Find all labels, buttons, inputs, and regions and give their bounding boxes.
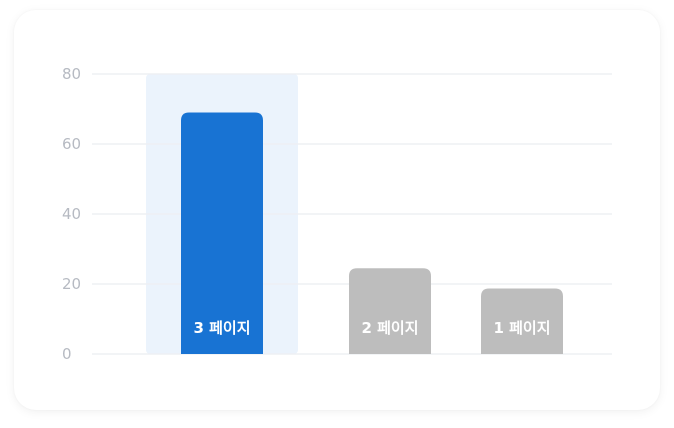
bar-3 xyxy=(481,288,563,354)
bar-label-1: 3 페이지 xyxy=(193,319,250,337)
y-tick-label-20: 20 xyxy=(62,275,81,293)
y-tick-label-80: 80 xyxy=(62,65,81,83)
y-tick-label-40: 40 xyxy=(62,205,81,223)
bar-labels: 3 페이지 2 페이지 1 페이지 xyxy=(193,319,550,337)
bar-1 xyxy=(181,112,263,354)
bar-label-2: 2 페이지 xyxy=(361,319,418,337)
y-tick-label-0: 0 xyxy=(62,345,72,363)
bar-2 xyxy=(349,268,431,354)
y-axis-ticks: 0 20 40 60 80 xyxy=(62,65,81,363)
bar-label-3: 1 페이지 xyxy=(493,319,550,337)
bars xyxy=(181,112,563,354)
y-tick-label-60: 60 xyxy=(62,135,81,153)
